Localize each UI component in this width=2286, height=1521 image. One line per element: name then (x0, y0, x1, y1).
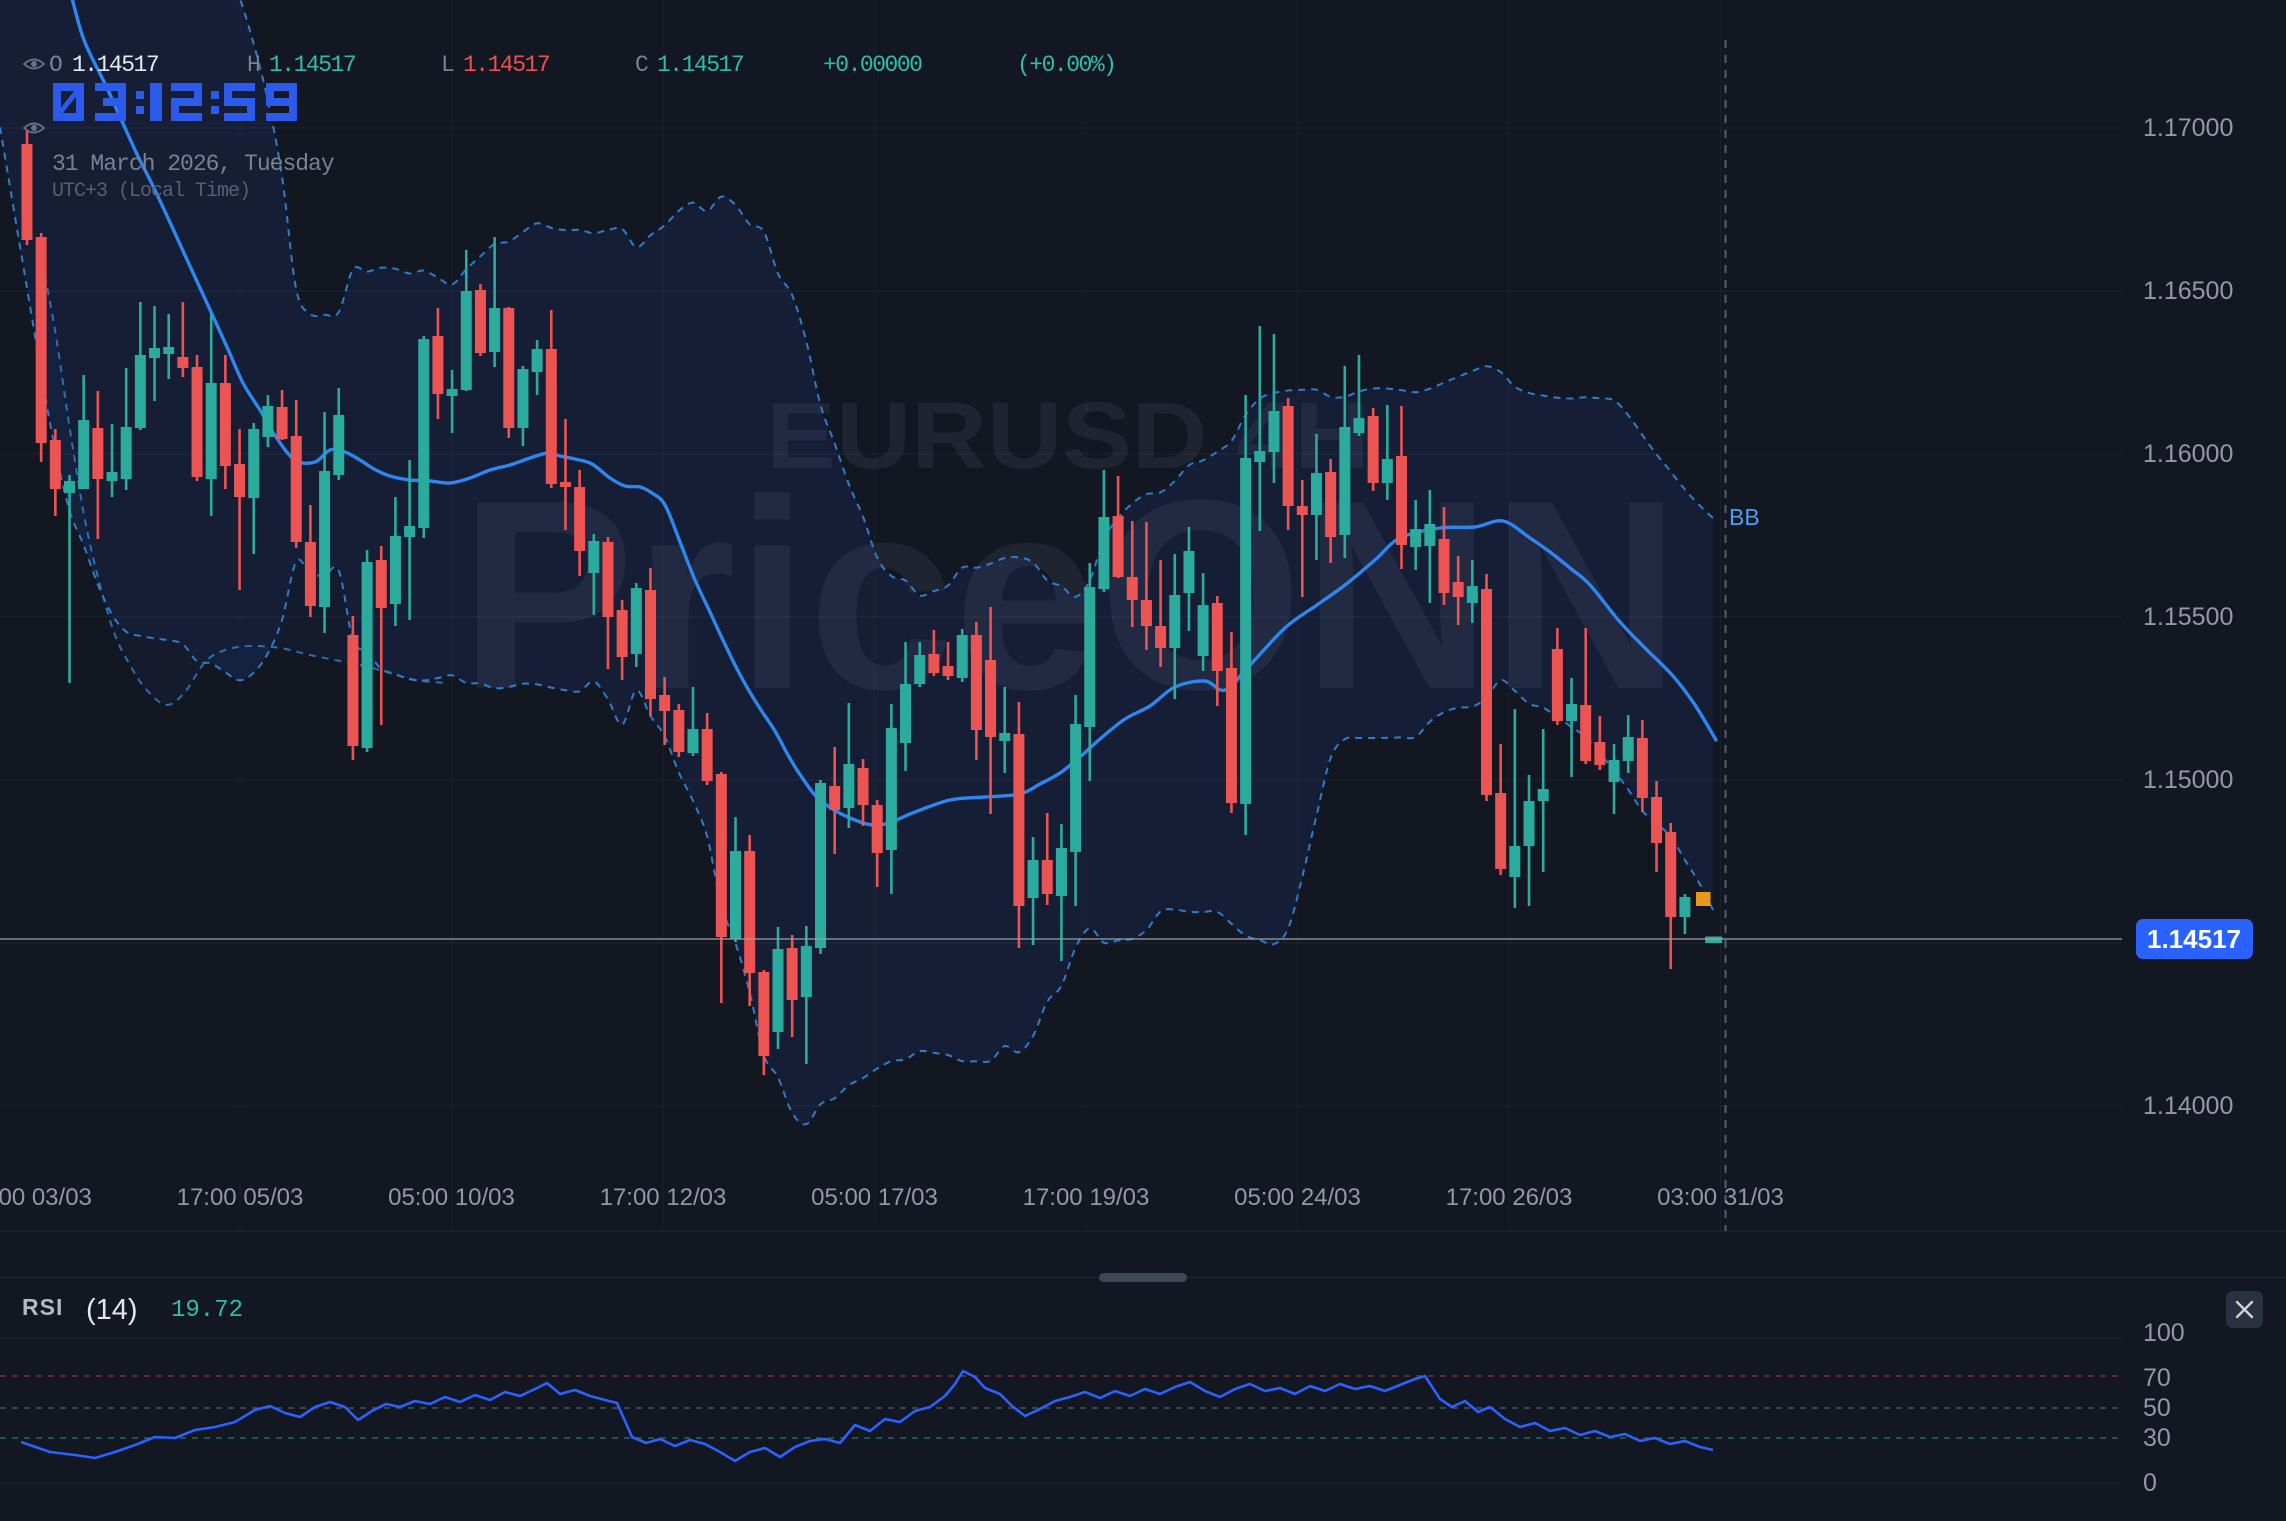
svg-text:UTC+3 (Local Time): UTC+3 (Local Time) (52, 180, 250, 203)
svg-text:1.16500: 1.16500 (2143, 277, 2233, 305)
svg-text:L: L (441, 52, 454, 78)
svg-text:RSI: RSI (22, 1294, 63, 1320)
svg-text:H: H (247, 52, 259, 78)
svg-text:+0.00000: +0.00000 (823, 52, 922, 78)
svg-text:1.17000: 1.17000 (2143, 114, 2233, 142)
svg-text:1.14517: 1.14517 (2147, 924, 2241, 954)
svg-text:30: 30 (2143, 1424, 2171, 1452)
svg-text:05:00 03/03: 05:00 03/03 (0, 1184, 92, 1211)
svg-text:1.14517: 1.14517 (463, 52, 549, 78)
svg-text:03:00 31/03: 03:00 31/03 (1657, 1184, 1784, 1211)
svg-text:PriceONN: PriceONN (460, 445, 1680, 746)
svg-text:0: 0 (2143, 1469, 2157, 1497)
svg-text:100: 100 (2143, 1319, 2185, 1347)
svg-text:1.14517: 1.14517 (657, 52, 743, 78)
svg-text:1.15000: 1.15000 (2143, 766, 2233, 794)
svg-text:BB: BB (1729, 504, 1760, 530)
svg-text:1.14517: 1.14517 (269, 52, 355, 78)
svg-text:C: C (635, 52, 648, 78)
svg-text:1.15500: 1.15500 (2143, 603, 2233, 631)
svg-text:(14): (14) (86, 1294, 138, 1326)
svg-text:O: O (49, 52, 62, 78)
svg-text:05:00 10/03: 05:00 10/03 (388, 1184, 515, 1211)
svg-text:17:00 12/03: 17:00 12/03 (600, 1184, 727, 1211)
svg-text:31 March 2026, Tuesday: 31 March 2026, Tuesday (52, 151, 335, 177)
svg-text:05:00 24/03: 05:00 24/03 (1234, 1184, 1361, 1211)
svg-text:17:00 05/03: 17:00 05/03 (177, 1184, 304, 1211)
svg-text:1.16000: 1.16000 (2143, 440, 2233, 468)
svg-text:1.14517: 1.14517 (72, 52, 158, 78)
svg-text:70: 70 (2143, 1364, 2171, 1392)
svg-text:17:00 19/03: 17:00 19/03 (1023, 1184, 1150, 1211)
svg-text:50: 50 (2143, 1394, 2171, 1422)
svg-text:05:00 17/03: 05:00 17/03 (811, 1184, 938, 1211)
svg-text:17:00 26/03: 17:00 26/03 (1446, 1184, 1573, 1211)
svg-text:1.14000: 1.14000 (2143, 1092, 2233, 1120)
svg-text:(+0.00%): (+0.00%) (1017, 52, 1115, 78)
svg-text:19.72: 19.72 (171, 1297, 243, 1324)
